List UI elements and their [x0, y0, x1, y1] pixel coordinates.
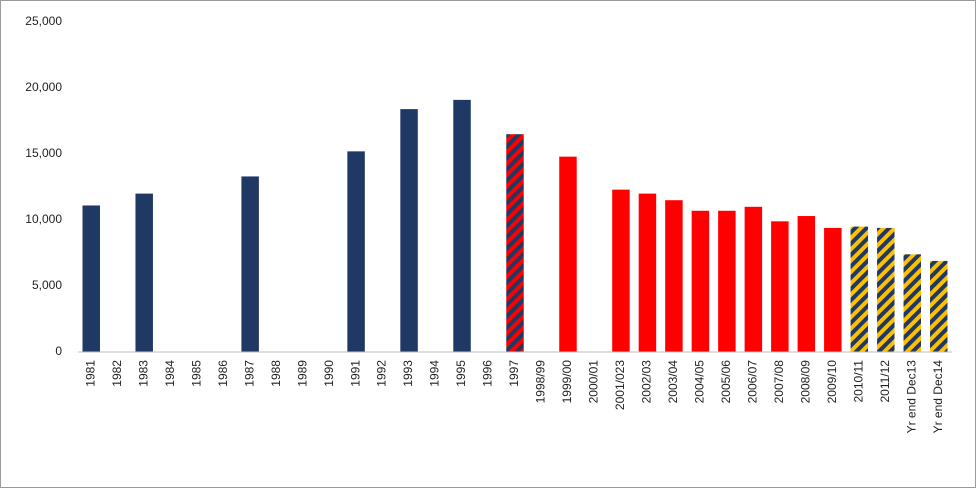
x-tick-label: 2009/10 [825, 360, 839, 404]
bar [82, 205, 100, 352]
x-tick-label: 1987 [242, 360, 256, 387]
x-tick-label: 2000/01 [587, 360, 601, 404]
y-tick-label: 5,000 [32, 278, 62, 292]
x-tick-label: 1984 [163, 360, 177, 387]
bar [930, 260, 948, 352]
x-tick-label: 1992 [375, 360, 389, 387]
x-tick-label: 2003/04 [666, 360, 680, 404]
x-tick-label: 1981 [83, 360, 97, 387]
bar [506, 134, 524, 352]
x-tick-label: 1995 [454, 360, 468, 387]
y-tick-label: 10,000 [25, 212, 62, 226]
x-tick-label: Yr end Dec14 [931, 360, 945, 434]
x-tick-label: 2007/08 [772, 360, 786, 404]
bar [877, 227, 895, 352]
x-tick-label: 1982 [110, 360, 124, 387]
x-tick-label: 2001/023 [613, 360, 627, 410]
x-tick-label: 2011/12 [878, 360, 892, 403]
bar [903, 254, 922, 352]
bar [612, 189, 630, 352]
x-tick-label: 2002/03 [640, 360, 654, 404]
x-tick-label: 1999/00 [560, 360, 574, 404]
x-tick-label: 1994 [428, 360, 442, 387]
x-tick-label: 1989 [295, 360, 309, 387]
bar [135, 193, 153, 352]
x-tick-label: 1983 [136, 360, 150, 387]
x-tick-label: 1990 [322, 360, 336, 387]
bar [453, 99, 471, 352]
x-tick-label: 1996 [481, 360, 495, 387]
bar [400, 109, 418, 353]
bar [638, 193, 657, 352]
bar [241, 176, 259, 352]
y-tick-label: 20,000 [25, 80, 62, 94]
x-tick-label: 1986 [216, 360, 230, 387]
x-tick-label: 2004/05 [693, 360, 707, 404]
x-tick-label: 1998/99 [534, 360, 548, 404]
x-tick-label: 1985 [189, 360, 203, 387]
x-tick-label: 2005/06 [719, 360, 733, 404]
bar [824, 227, 842, 352]
y-tick-label: 25,000 [25, 14, 62, 28]
x-tick-label: 2008/09 [799, 360, 813, 404]
x-tick-label: 1991 [348, 360, 362, 387]
y-tick-label: 0 [55, 344, 62, 358]
x-tick-label: 1997 [507, 360, 521, 387]
bar [771, 221, 789, 352]
bar [347, 151, 365, 352]
bar [691, 210, 710, 352]
bar [718, 210, 736, 352]
bar [665, 200, 683, 352]
x-tick-label: 1988 [269, 360, 283, 387]
bar [559, 156, 577, 352]
x-tick-label: 2006/07 [746, 360, 760, 404]
bar [850, 226, 869, 352]
x-tick-label: Yr end Dec13 [904, 360, 918, 434]
bar [744, 206, 763, 352]
y-tick-label: 15,000 [25, 146, 62, 160]
x-tick-label: 2010/11 [851, 360, 865, 403]
bar [797, 216, 816, 352]
x-tick-label: 1993 [401, 360, 415, 387]
